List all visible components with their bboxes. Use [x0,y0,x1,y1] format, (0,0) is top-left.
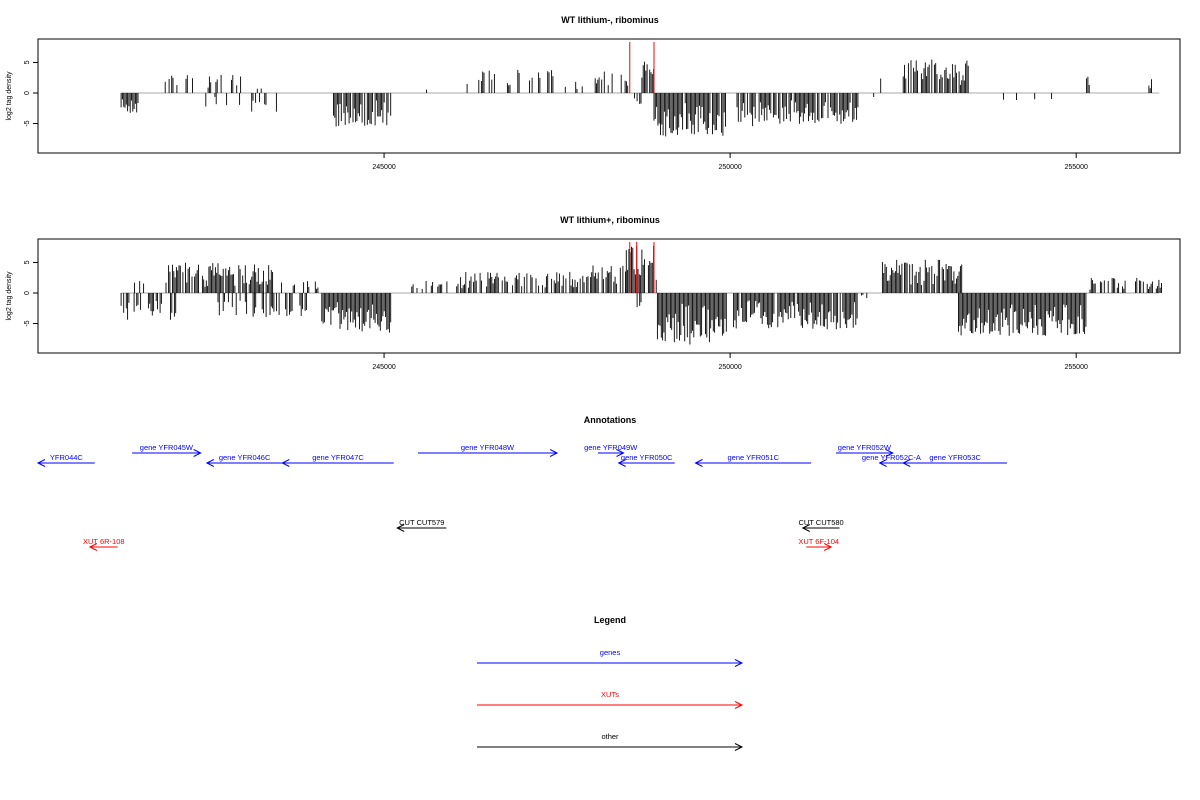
annotations-title: Annotations [584,415,637,425]
feature-arrowhead [734,701,744,709]
y-tick-label: -5 [24,320,31,326]
annotation-feature: gene YFR050C [617,453,675,467]
annotation-feature: gene YFR047C [281,453,394,467]
panel-2-y-axis: -5 0 5 [24,260,38,327]
x-tick-label: 250000 [718,164,741,171]
feature-arrowhead [281,459,290,467]
annotation-feature: gene YFR053C [902,453,1007,467]
panel-2-frame [37,238,1181,354]
feature-label: YFR044C [50,453,84,462]
panel-1-x-axis: 245000 250000 255000 [372,153,1088,171]
annotation-feature: gene YFR046C [205,453,283,467]
feature-arrowhead [885,449,894,457]
legend-entry-label: other [601,732,619,741]
annotation-feature: gene YFR052C-A [862,453,921,467]
legend-entry: other [477,732,744,751]
panel-1-title: WT lithium-, ribominus [561,15,659,25]
feature-arrowhead [878,459,887,467]
annotation-feature: gene YFR051C [694,453,812,467]
panel-1-frame [37,38,1181,154]
feature-label: CUT CUT579 [399,518,444,527]
x-tick-label: 245000 [372,364,395,371]
feature-label: gene YFR052W [838,443,892,452]
feature-label: XUT 6R-108 [83,537,125,546]
annotation-feature: CUT CUT580 [798,518,844,532]
feature-arrowhead [734,743,744,751]
feature-arrowhead [88,543,98,551]
legend-entry-label: XUTs [601,690,619,699]
x-tick-label: 255000 [1065,364,1088,371]
panel-2-ylabel: log2 tag density [6,271,13,321]
panel-2-bars [120,242,1162,345]
feature-arrowhead [205,459,215,467]
x-tick-label: 250000 [718,364,741,371]
x-tick-label: 245000 [372,164,395,171]
y-tick-label: 0 [24,91,31,95]
y-tick-label: -5 [24,120,31,126]
panel-1-bars [120,42,1160,137]
feature-label: gene YFR052C-A [862,453,921,462]
annotation-feature: XUT 6F-104 [798,537,839,551]
annotation-feature: gene YFR049W [584,443,638,457]
feature-label: gene YFR051C [728,453,780,462]
annotation-feature: XUT 6R-108 [83,537,125,551]
feature-label: gene YFR048W [461,443,515,452]
feature-label: gene YFR049W [584,443,638,452]
feature-arrowhead [734,659,744,667]
feature-arrowhead [823,543,833,551]
legend-entry-label: genes [600,648,621,657]
panel-2-title: WT lithium+, ribominus [560,215,660,225]
feature-arrowhead [617,459,626,467]
feature-arrowhead [616,449,625,457]
feature-arrowhead [396,524,405,532]
y-tick-label: 0 [24,291,31,295]
annotation-feature: CUT CUT579 [396,518,447,532]
feature-label: XUT 6F-104 [798,537,839,546]
legend-entry: XUTs [477,690,744,709]
feature-label: CUT CUT580 [798,518,843,527]
feature-label: gene YFR046C [219,453,271,462]
y-tick-label: 5 [24,60,31,64]
legend: genes XUTs other [477,648,744,751]
legend-entry: genes [477,648,744,667]
annotation-track: YFR044C gene YFR045W gene YFR046C gene YFR0… [36,443,1007,551]
feature-label: gene YFR047C [312,453,364,462]
annotation-feature: gene YFR052W [836,443,894,457]
feature-label: gene YFR045W [140,443,194,452]
feature-arrowhead [902,459,911,467]
feature-arrowhead [694,459,703,467]
panel-1-y-axis: -5 0 5 [24,60,38,127]
feature-arrowhead [801,524,811,532]
feature-arrowhead [193,449,202,457]
y-tick-label: 5 [24,260,31,264]
annotation-feature: gene YFR045W [132,443,202,457]
feature-arrowhead [36,459,46,467]
panel-2-x-axis: 245000 250000 255000 [372,353,1088,371]
x-tick-label: 255000 [1065,164,1088,171]
annotation-feature: gene YFR048W [417,443,559,457]
legend-title: Legend [594,615,626,625]
panel-1-ylabel: log2 tag density [6,71,13,121]
feature-label: gene YFR053C [929,453,981,462]
annotation-feature: YFR044C [36,453,95,467]
feature-arrowhead [549,449,559,457]
feature-label: gene YFR050C [621,453,673,462]
